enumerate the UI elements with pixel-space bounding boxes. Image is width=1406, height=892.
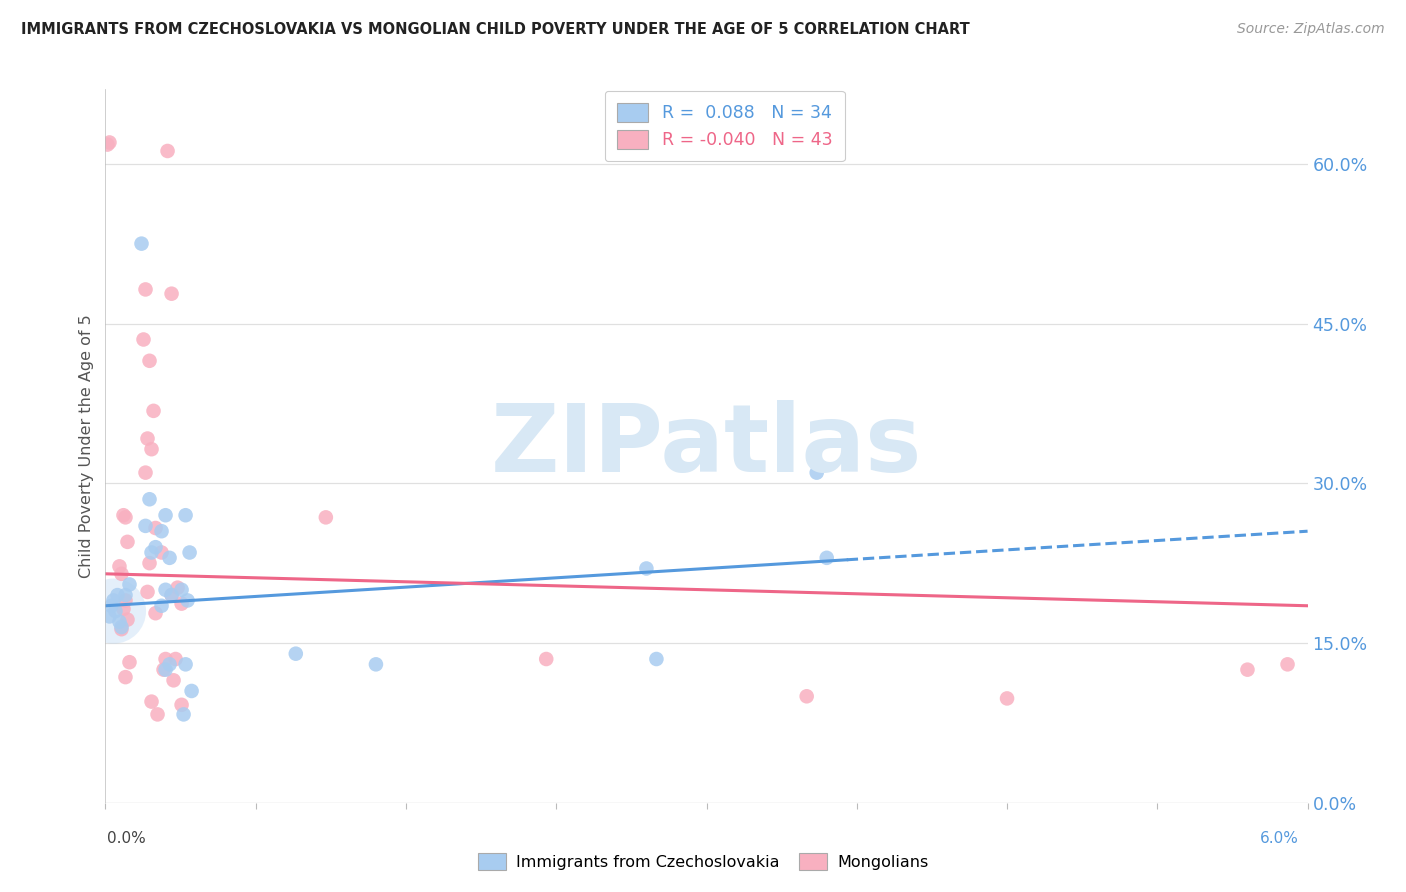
Point: [284, 647, 307, 661]
Point: [108, 559, 131, 574]
Point: [155, 508, 177, 523]
Point: [103, 604, 125, 618]
Legend: Immigrants from Czechoslovakia, Mongolians: Immigrants from Czechoslovakia, Mongolia…: [471, 847, 935, 877]
Point: [176, 593, 198, 607]
Point: [112, 508, 135, 523]
Point: [174, 508, 197, 523]
Point: [145, 540, 167, 554]
Point: [103, 593, 125, 607]
Point: [815, 550, 838, 565]
Point: [146, 707, 169, 722]
Point: [114, 670, 136, 684]
Point: [155, 582, 177, 597]
Point: [138, 556, 160, 570]
Point: [806, 466, 828, 480]
Point: [107, 588, 129, 602]
Point: [142, 404, 165, 418]
Point: [114, 593, 136, 607]
Point: [145, 606, 167, 620]
Point: [162, 673, 184, 688]
Point: [118, 655, 141, 669]
Point: [179, 545, 201, 559]
Point: [636, 561, 658, 575]
Text: Source: ZipAtlas.com: Source: ZipAtlas.com: [1237, 22, 1385, 37]
Point: [110, 620, 132, 634]
Point: [170, 597, 193, 611]
Point: [160, 588, 183, 602]
Point: [117, 613, 139, 627]
Text: 0.0%: 0.0%: [107, 831, 146, 846]
Legend: R =  0.088   N = 34, R = -0.040   N = 43: R = 0.088 N = 34, R = -0.040 N = 43: [605, 91, 845, 161]
Point: [100, 599, 122, 613]
Point: [159, 550, 181, 565]
Text: ZIPatlas: ZIPatlas: [491, 400, 922, 492]
Point: [534, 652, 557, 666]
Point: [170, 582, 193, 597]
Point: [995, 691, 1018, 706]
Text: IMMIGRANTS FROM CZECHOSLOVAKIA VS MONGOLIAN CHILD POVERTY UNDER THE AGE OF 5 COR: IMMIGRANTS FROM CZECHOSLOVAKIA VS MONGOL…: [21, 22, 970, 37]
Point: [170, 698, 193, 712]
Point: [155, 663, 177, 677]
Point: [150, 524, 173, 539]
Point: [160, 588, 183, 602]
Point: [110, 566, 132, 581]
Point: [180, 684, 202, 698]
Point: [1236, 663, 1258, 677]
Point: [132, 333, 155, 347]
Point: [141, 695, 163, 709]
Point: [174, 657, 197, 672]
Point: [141, 442, 163, 457]
Point: [96, 137, 118, 152]
Point: [136, 432, 159, 446]
Point: [104, 604, 127, 618]
Point: [110, 622, 132, 636]
Point: [152, 663, 174, 677]
Point: [173, 707, 195, 722]
Point: [364, 657, 387, 672]
Y-axis label: Child Poverty Under the Age of 5: Child Poverty Under the Age of 5: [79, 314, 94, 578]
Point: [645, 652, 668, 666]
Point: [117, 534, 139, 549]
Point: [131, 236, 153, 251]
Point: [141, 545, 163, 559]
Point: [112, 602, 135, 616]
Point: [135, 282, 157, 296]
Point: [145, 521, 167, 535]
Point: [98, 136, 121, 150]
Point: [155, 652, 177, 666]
Point: [138, 353, 160, 368]
Point: [1277, 657, 1299, 672]
Point: [165, 652, 187, 666]
Point: [118, 577, 141, 591]
Point: [135, 466, 157, 480]
Text: 6.0%: 6.0%: [1260, 831, 1299, 846]
Point: [166, 581, 188, 595]
Point: [138, 492, 160, 507]
Point: [136, 585, 159, 599]
Point: [156, 144, 179, 158]
Point: [796, 690, 818, 704]
Point: [150, 599, 173, 613]
Point: [315, 510, 337, 524]
Point: [150, 545, 173, 559]
Point: [135, 519, 157, 533]
Point: [114, 510, 136, 524]
Point: [98, 609, 121, 624]
Point: [160, 286, 183, 301]
Point: [108, 615, 131, 629]
Point: [114, 588, 136, 602]
Point: [159, 657, 181, 672]
